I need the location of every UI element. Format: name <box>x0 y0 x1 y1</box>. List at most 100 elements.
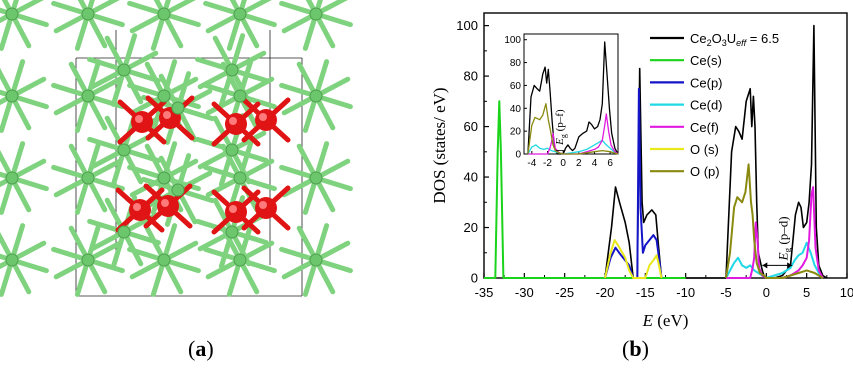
cerium-atom <box>117 63 131 77</box>
y-tick-label: 0 <box>471 271 478 286</box>
x-tick-label: 0 <box>763 285 770 300</box>
x-tick-label: -25 <box>555 285 574 300</box>
cerium-atom <box>171 183 185 197</box>
x-tick-label: 5 <box>803 285 810 300</box>
inset-series-line <box>527 103 619 155</box>
oxygen-highlight <box>259 201 267 209</box>
dos-series <box>484 24 828 279</box>
cerium-atom <box>233 89 247 103</box>
cerium-atom <box>81 253 95 267</box>
y-tick-label: 80 <box>464 69 478 84</box>
gap-label: Eg (p–d) <box>775 216 792 261</box>
cerium-atom <box>225 143 239 157</box>
x-tick-label: -15 <box>636 285 655 300</box>
cerium-atom <box>157 89 171 103</box>
legend: Ce2O3Ueff = 6.5 Ce(s) Ce(p) Ce(d) Ce(f) O (s)… <box>650 31 779 179</box>
series-line <box>484 100 686 279</box>
cerium-atom <box>5 7 19 21</box>
inset-gap-text: (p–f) <box>554 109 566 134</box>
oxygen-highlight <box>229 205 237 213</box>
legend-label: O (p) <box>690 164 720 179</box>
band-gap-pd-annotation: Eg (p–d) <box>762 216 793 269</box>
inset-y-tick-label: 80 <box>510 58 522 69</box>
series-line <box>604 239 663 279</box>
inset-x-tick-label: 4 <box>592 158 598 169</box>
inset-series-line <box>527 113 619 155</box>
inset-x-tick-label: -2 <box>543 158 552 169</box>
gap-arrow-head <box>762 262 768 269</box>
legend-label-part: Ce <box>690 31 707 46</box>
x-tick-label: -35 <box>475 285 494 300</box>
cerium-atom <box>81 171 95 185</box>
cerium-atom <box>171 101 185 115</box>
y-tick-label: 40 <box>464 170 478 185</box>
legend-label: Ce(f) <box>690 120 719 135</box>
y-tick-label: 100 <box>456 18 478 33</box>
legend-label: O (s) <box>690 142 719 157</box>
y-axis-label: DOS (states/ eV) <box>430 87 449 203</box>
cerium-atom <box>5 253 19 267</box>
x-tick-label: -10 <box>676 285 695 300</box>
oxygen-highlight <box>259 113 267 121</box>
series-line <box>604 87 663 279</box>
series-line <box>725 163 824 279</box>
cerium-atom <box>233 7 247 21</box>
inset-gap-label: Eg (p–f) <box>554 109 568 146</box>
oxygen-highlight <box>229 117 237 125</box>
inset-y-tick-label: 20 <box>510 127 522 138</box>
cerium-atom <box>225 63 239 77</box>
inset-x-tick-label: 0 <box>560 158 566 169</box>
cerium-atom <box>117 143 131 157</box>
inset-x-tick-label: 2 <box>576 158 582 169</box>
cerium-atom <box>309 253 323 267</box>
cerium-atom <box>233 253 247 267</box>
cerium-atoms <box>5 7 323 267</box>
cerium-atom <box>309 89 323 103</box>
cerium-atom <box>117 225 131 239</box>
x-tick-label: -30 <box>515 285 534 300</box>
inset-x-tick-label: -4 <box>527 158 536 169</box>
gap-sub: g <box>782 247 792 252</box>
inset-gap-symbol: E <box>554 138 566 146</box>
cerium-atom <box>157 171 171 185</box>
x-axis-label-unit: (eV) <box>653 311 688 330</box>
inset-gap-sub: g <box>559 134 568 138</box>
gap-arrow-head <box>787 262 793 269</box>
oxygen-highlight <box>161 199 169 207</box>
panel-label-b: (b) <box>622 336 649 361</box>
legend-label: Ce(p) <box>690 75 723 90</box>
panel-label-a: (a) <box>188 336 214 361</box>
legend-label: Ce(d) <box>690 98 723 113</box>
legend-label-part: O <box>712 31 722 46</box>
cerium-atom <box>309 171 323 185</box>
inset-series-line <box>527 41 619 155</box>
cerium-atom <box>233 171 247 185</box>
legend-label: Ce(s) <box>690 53 722 68</box>
oxygen-highlight <box>163 111 171 119</box>
cerium-atom <box>157 7 171 21</box>
cerium-atom <box>81 89 95 103</box>
cerium-atom <box>5 89 19 103</box>
cerium-atom <box>81 7 95 21</box>
inset-x-tick-label: 6 <box>607 158 613 169</box>
cerium-atom <box>5 171 19 185</box>
legend-label-part: 2 <box>707 38 712 48</box>
inset-y-tick-label: 40 <box>510 104 522 115</box>
x-tick-label: -20 <box>596 285 615 300</box>
x-axis-label: E (eV) <box>642 311 689 330</box>
inset-y-tick-label: 0 <box>515 150 521 161</box>
oxygen-highlight <box>133 203 141 211</box>
cerium-atom <box>225 225 239 239</box>
y-tick-label: 60 <box>464 119 478 134</box>
legend-label-part: = 6.5 <box>746 31 779 46</box>
legend-label: Ce2O3Ueff = 6.5 <box>690 31 779 48</box>
inset-y-tick-label: 100 <box>504 35 521 46</box>
legend-label-part: 3 <box>722 38 727 48</box>
inset-y-tick-label: 60 <box>510 81 522 92</box>
x-axis-label-symbol: E <box>642 311 654 330</box>
cerium-atom <box>157 253 171 267</box>
y-tick-label: 20 <box>464 220 478 235</box>
x-tick-label: 10 <box>840 285 853 300</box>
